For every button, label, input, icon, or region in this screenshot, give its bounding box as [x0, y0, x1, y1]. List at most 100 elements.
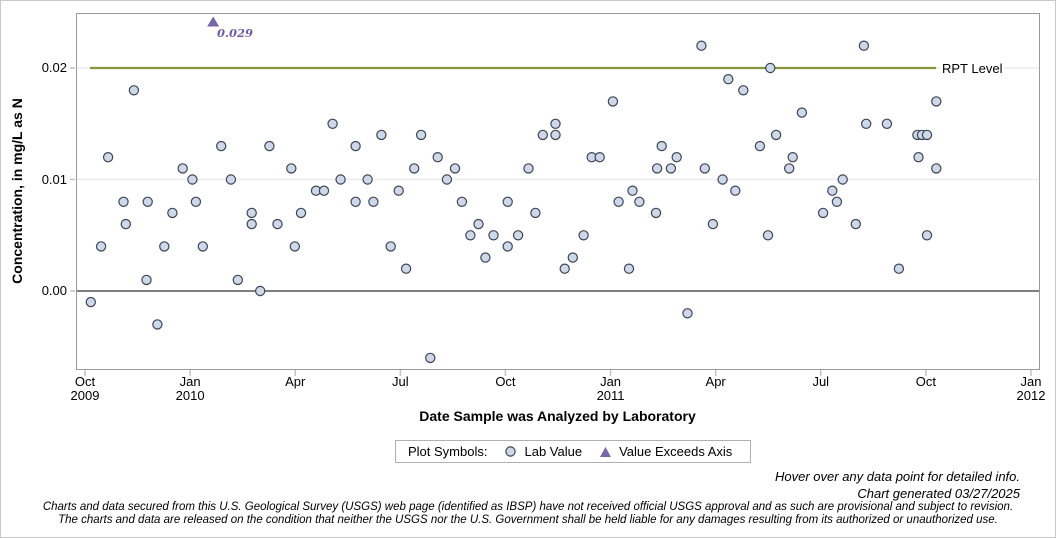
lab-value-point[interactable]: 2010-09-21: 0.005 mg/L: [488, 230, 499, 241]
lab-value-point[interactable]: 2010-11-14: 0.014 mg/L: [550, 129, 561, 141]
lab-value-point[interactable]: 2010-07-06: 0.002 mg/L: [400, 263, 412, 274]
lab-value-point[interactable]: 2010-03-01: 0 mg/L: [255, 285, 266, 297]
lab-value-point[interactable]: 2010-02-24: 0.007 mg/L: [246, 207, 257, 219]
lab-value-point[interactable]: 2010-10-27: 0.007 mg/L: [530, 207, 541, 219]
lab-value-point[interactable]: 2009-11-06: 0.006 mg/L: [120, 218, 132, 230]
lab-value-point[interactable]: 2011-05-16: 0.005 mg/L: [762, 230, 774, 241]
lab-value-point[interactable]: 2010-12-08: 0.005 mg/L: [578, 230, 589, 241]
lab-value-point[interactable]: 2011-03-29: 0.006 mg/L: [707, 218, 719, 230]
lab-value-point[interactable]: 2010-11-29: 0.003 mg/L: [567, 252, 579, 263]
lab-value-point[interactable]: 2011-07-03: 0.007 mg/L: [817, 207, 829, 219]
lab-value-point[interactable]: 2011-02-23: 0.011 mg/L: [665, 163, 677, 174]
lab-value-point[interactable]: 2011-04-07: 0.01 mg/L: [717, 174, 728, 185]
lab-value-point[interactable]: 2011-02-11: 0.011 mg/L: [651, 163, 663, 174]
lab-value-point[interactable]: 2010-02-06: 0.01 mg/L: [225, 174, 237, 185]
lab-value-point[interactable]: 2011-01-03: 0.017 mg/L: [607, 96, 619, 107]
lab-value-point[interactable]: 2011-08-10: 0.015 mg/L: [861, 118, 872, 130]
lab-value-point[interactable]: 2011-05-23: 0.014 mg/L: [770, 129, 782, 141]
lab-value-point[interactable]: 2010-05-23: 0.008 mg/L: [350, 196, 361, 207]
lab-value-point[interactable]: 2011-01-20: 0.009 mg/L: [627, 185, 638, 196]
lab-value-point[interactable]: 2010-02-12: 0.001 mg/L: [232, 274, 243, 286]
lab-value-point[interactable]: 2010-03-28: 0.011 mg/L: [286, 163, 297, 174]
lab-value-point[interactable]: 2011-01-08: 0.008 mg/L: [613, 196, 624, 207]
lab-value-point[interactable]: 2010-06-03: 0.01 mg/L: [362, 174, 373, 185]
lab-value-point[interactable]: 2011-10-02: 0.014 mg/L: [921, 129, 933, 141]
lab-value-point[interactable]: 2011-09-25: 0.012 mg/L: [913, 151, 924, 163]
lab-value-point[interactable]: 2010-10-03: 0.004 mg/L: [502, 241, 513, 252]
lab-value-point[interactable]: 2009-11-04: 0.008 mg/L: [118, 196, 129, 207]
lab-value-point[interactable]: 2009-11-25: 0.008 mg/L: [142, 196, 153, 207]
lab-value-point[interactable]: 2009-10-21: 0.012 mg/L: [102, 151, 114, 163]
exceeds-axis-point[interactable]: 2010-01-21: 0.029 mg/L: [207, 16, 220, 27]
lab-value-point[interactable]: 2010-06-23: 0.004 mg/L: [385, 241, 396, 252]
lab-value-point[interactable]: 2011-08-01: 0.006 mg/L: [850, 218, 862, 230]
lab-value-point[interactable]: 2010-01-03: 0.01 mg/L: [187, 174, 198, 185]
lab-value-point[interactable]: 2010-03-31: 0.004 mg/L: [289, 241, 300, 252]
lab-value-point[interactable]: 2011-03-22: 0.011 mg/L: [699, 163, 711, 174]
lab-value-point[interactable]: 2010-07-27: -0.006 mg/L: [425, 352, 436, 364]
lab-value-point[interactable]: 2010-06-30: 0.009 mg/L: [393, 185, 404, 196]
lab-value-point[interactable]: 2010-06-15: 0.014 mg/L: [376, 129, 387, 141]
lab-value-point[interactable]: 2011-04-18: 0.009 mg/L: [730, 185, 741, 196]
lab-value-point[interactable]: 2010-07-13: 0.011 mg/L: [409, 163, 420, 174]
lab-value-point[interactable]: 2010-08-24: 0.008 mg/L: [456, 196, 468, 207]
lab-value-point[interactable]: 2010-09-14: 0.003 mg/L: [480, 252, 491, 263]
lab-value-point[interactable]: 2011-03-07: -0.002 mg/L: [682, 308, 693, 319]
lab-value-point[interactable]: 2011-04-25: 0.018 mg/L: [738, 85, 749, 96]
lab-value-point[interactable]: 2011-06-15: 0.016 mg/L: [796, 107, 808, 118]
lab-value-point[interactable]: 2010-01-06: 0.008 mg/L: [190, 196, 202, 207]
lab-value-point[interactable]: 2010-09-08: 0.006 mg/L: [473, 218, 484, 230]
lab-value-point[interactable]: 2010-02-24: 0.006 mg/L: [246, 218, 257, 230]
lab-value-point[interactable]: 2010-08-03: 0.012 mg/L: [432, 151, 443, 163]
lab-value-point[interactable]: 2011-05-09: 0.013 mg/L: [754, 140, 766, 152]
lab-value-point[interactable]: 2011-07-11: 0.009 mg/L: [827, 185, 838, 196]
lab-value-point[interactable]: 2011-08-08: 0.022 mg/L: [858, 40, 870, 51]
lab-value-point[interactable]: 2011-02-28: 0.012 mg/L: [671, 151, 682, 163]
lab-value-point[interactable]: 2009-11-13: 0.018 mg/L: [128, 85, 140, 96]
lab-value-point[interactable]: 2010-03-09: 0.013 mg/L: [264, 140, 275, 152]
lab-value-point[interactable]: 2010-10-12: 0.005 mg/L: [512, 230, 524, 241]
lab-value-point[interactable]: 2010-06-08: 0.008 mg/L: [368, 196, 379, 207]
lab-value-point[interactable]: 2011-02-10: 0.007 mg/L: [650, 207, 662, 219]
lab-value-point[interactable]: 2010-08-11: 0.01 mg/L: [441, 174, 453, 185]
lab-value-point[interactable]: 2010-09-01: 0.005 mg/L: [465, 230, 476, 241]
lab-value-point[interactable]: 2010-05-03: 0.015 mg/L: [327, 118, 338, 130]
lab-value-point[interactable]: 2009-12-25: 0.011 mg/L: [177, 163, 188, 174]
lab-value-point[interactable]: 2010-12-22: 0.012 mg/L: [594, 151, 605, 163]
lab-value-point[interactable]: 2010-05-23: 0.013 mg/L: [350, 140, 361, 152]
lab-value-point[interactable]: 2010-01-12: 0.004 mg/L: [197, 241, 208, 252]
lab-value-point[interactable]: 2010-11-03: 0.014 mg/L: [537, 129, 549, 141]
lab-value-point[interactable]: 2009-10-15: 0.004 mg/L: [95, 241, 107, 252]
lab-value-point[interactable]: 2011-05-18: 0.02 mg/L: [765, 62, 776, 74]
lab-value-point[interactable]: 2011-04-12: 0.019 mg/L: [723, 73, 734, 85]
lab-value-point[interactable]: 2011-07-20: 0.01 mg/L: [837, 174, 848, 185]
lab-value-point[interactable]: 2011-10-10: 0.017 mg/L: [931, 96, 942, 107]
lab-value-point[interactable]: 2010-05-10: 0.01 mg/L: [335, 174, 346, 185]
lab-value-point[interactable]: 2009-10-06: -0.001 mg/L: [85, 296, 97, 308]
lab-value-point[interactable]: 2009-12-16: 0.007 mg/L: [167, 207, 178, 219]
lab-value-point[interactable]: 2009-12-09: 0.004 mg/L: [159, 241, 170, 252]
lab-value-point[interactable]: 2011-09-08: 0.002 mg/L: [893, 263, 905, 274]
lab-value-point[interactable]: 2011-08-28: 0.015 mg/L: [881, 118, 893, 130]
lab-value-point[interactable]: 2011-07-15: 0.008 mg/L: [831, 196, 843, 207]
lab-value-point[interactable]: 2009-12-03: -0.003 mg/L: [152, 319, 163, 330]
lab-value-point[interactable]: 2011-10-10: 0.011 mg/L: [931, 163, 942, 174]
lab-value-point[interactable]: 2010-04-06: 0.007 mg/L: [295, 207, 307, 219]
lab-value-point[interactable]: 2010-11-14: 0.015 mg/L: [550, 118, 561, 130]
lab-value-point[interactable]: 2010-07-19: 0.014 mg/L: [415, 129, 427, 141]
lab-value-point[interactable]: 2011-01-26: 0.008 mg/L: [634, 196, 645, 207]
lab-value-point[interactable]: 2010-04-26: 0.009 mg/L: [318, 185, 330, 196]
lab-value-point[interactable]: 2011-06-07: 0.012 mg/L: [787, 151, 798, 163]
lab-value-point[interactable]: 2010-11-22: 0.002 mg/L: [559, 263, 570, 274]
lab-value-point[interactable]: 2010-03-16: 0.006 mg/L: [272, 218, 283, 230]
lab-value-point[interactable]: 2011-02-15: 0.013 mg/L: [656, 140, 667, 152]
lab-value-point[interactable]: 2011-06-04: 0.011 mg/L: [784, 163, 795, 174]
lab-value-point[interactable]: 2010-08-18: 0.011 mg/L: [449, 163, 461, 174]
lab-value-point[interactable]: 2010-01-28: 0.013 mg/L: [215, 140, 227, 152]
lab-value-point[interactable]: 2011-01-17: 0.002 mg/L: [623, 263, 635, 274]
lab-value-point[interactable]: 2011-10-02: 0.005 mg/L: [921, 230, 933, 241]
lab-value-point[interactable]: 2010-10-03: 0.008 mg/L: [502, 196, 513, 207]
lab-value-point[interactable]: 2011-03-19: 0.022 mg/L: [696, 40, 707, 51]
lab-value-point[interactable]: 2010-10-21: 0.011 mg/L: [523, 163, 534, 174]
lab-value-point[interactable]: 2009-11-24: 0.001 mg/L: [141, 274, 152, 286]
